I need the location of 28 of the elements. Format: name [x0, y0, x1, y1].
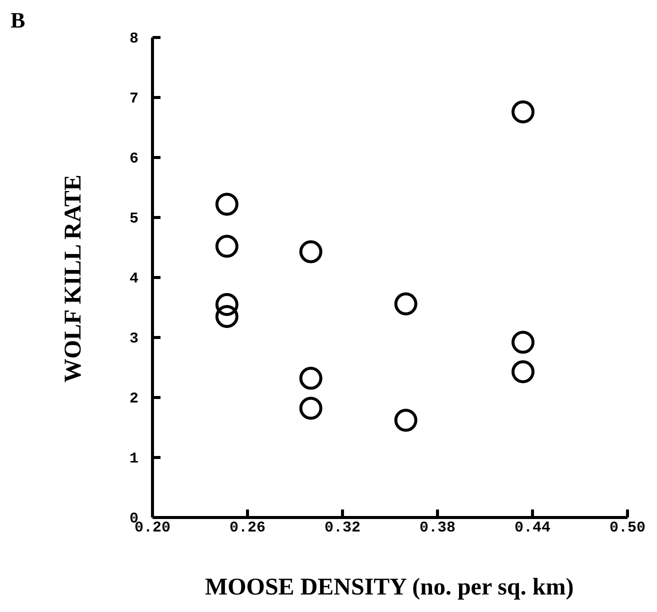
x-tick-label: 0.26	[229, 520, 266, 536]
y-tick-label: 2	[130, 390, 139, 408]
y-tick-label: 4	[130, 270, 139, 288]
y-tick-label: 8	[130, 30, 139, 48]
x-tick-label: 0.50	[609, 520, 646, 536]
x-tick-label: 0.38	[419, 520, 456, 536]
point	[512, 360, 534, 384]
point	[394, 292, 418, 316]
point	[299, 366, 322, 390]
y-tick-label: 6	[130, 150, 139, 168]
y-tick-label: 3	[130, 330, 139, 348]
point	[215, 234, 238, 258]
y-tick-label: 5	[130, 210, 139, 228]
x-axis-title: MOOSE DENSITY (no. per sq. km)	[204, 574, 574, 600]
y-tick-label: 7	[130, 90, 139, 108]
point	[394, 408, 418, 432]
x-tick-label: 0.32	[324, 520, 361, 536]
point	[215, 305, 238, 328]
y-tick-label: 1	[130, 450, 139, 468]
point	[512, 100, 534, 124]
y-axis-title: WOLF KILL RATE	[60, 174, 86, 383]
point	[215, 293, 238, 316]
point	[299, 396, 322, 420]
point	[299, 240, 322, 264]
text: B	[10, 8, 26, 32]
point	[512, 330, 534, 354]
point	[215, 192, 238, 216]
x-tick-label: 0.44	[514, 520, 551, 536]
